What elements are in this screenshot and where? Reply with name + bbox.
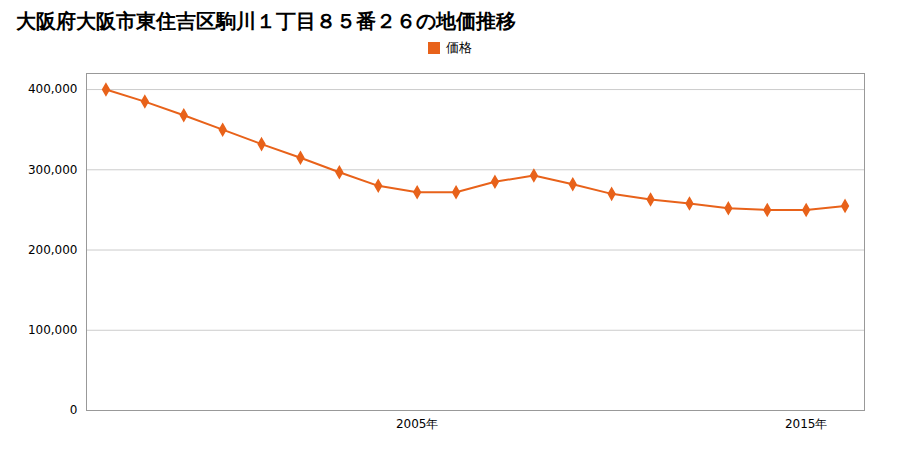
svg-text:100,000: 100,000	[28, 323, 78, 337]
svg-text:200,000: 200,000	[28, 243, 78, 257]
svg-text:2005年: 2005年	[396, 417, 439, 431]
html-text:大阪府大阪市東住吉区駒川１丁目８５番２６の地価推移: 大阪府大阪市東住吉区駒川１丁目８５番２６の地価推移	[16, 9, 516, 33]
svg-text:300,000: 300,000	[28, 163, 78, 177]
svg-text:0: 0	[70, 403, 78, 417]
html-text:価格: 価格	[446, 40, 472, 55]
svg-text:2015年: 2015年	[785, 417, 828, 431]
svg-text:400,000: 400,000	[28, 82, 78, 96]
